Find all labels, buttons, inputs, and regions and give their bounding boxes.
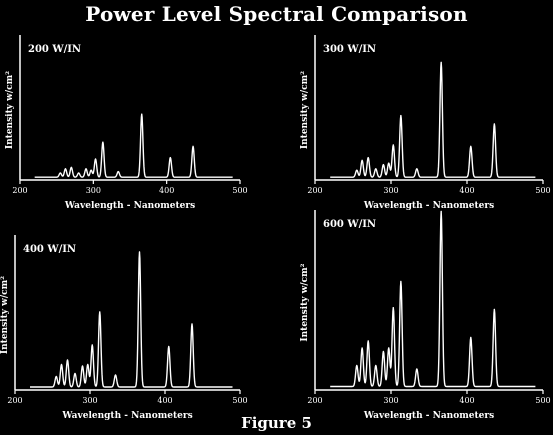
peak-point xyxy=(168,345,170,348)
peak-point xyxy=(192,145,194,147)
peak-point xyxy=(60,363,63,366)
x-tick-label: 200 xyxy=(7,396,22,405)
x-axis-label: Wavelength - Nanometers xyxy=(363,411,494,421)
peak-point xyxy=(388,347,390,349)
peak-point xyxy=(416,168,418,170)
panel-title: 400 W/IN xyxy=(23,244,76,255)
peak-point xyxy=(400,280,402,283)
peak-point xyxy=(493,308,495,311)
peak-point xyxy=(375,168,377,170)
peak-point xyxy=(90,169,92,171)
peak-point xyxy=(78,172,80,174)
x-tick-label: 300 xyxy=(82,396,97,405)
peak-point xyxy=(440,210,442,213)
peak-point xyxy=(59,172,61,174)
peak-point xyxy=(138,251,141,253)
peak-point xyxy=(361,347,363,349)
peak-point xyxy=(64,168,67,170)
peak-point xyxy=(382,350,384,353)
y-axis-label: Intensity w/cm² xyxy=(300,263,310,341)
peak-point xyxy=(470,336,472,339)
peak-point xyxy=(392,144,394,146)
x-tick-label: 400 xyxy=(157,396,172,405)
y-axis-label: Intensity w/cm² xyxy=(0,276,10,354)
peak-point xyxy=(493,123,495,125)
peak-point xyxy=(400,115,402,117)
peak-point xyxy=(367,156,369,159)
chart-panel-1: 200 300 400 500 200 W/IN Wavelength - Nanomet… xyxy=(5,35,248,211)
figure-title: Power Level Spectral Comparison xyxy=(85,2,468,26)
x-tick-label: 500 xyxy=(232,396,247,405)
x-axis-label: Wavelength - Nanometers xyxy=(363,201,494,211)
peak-point xyxy=(388,162,390,164)
spectrum-line xyxy=(29,251,233,388)
panel-title: 300 W/IN xyxy=(323,44,376,55)
panel-title: 200 W/IN xyxy=(28,44,81,55)
peak-point xyxy=(114,374,117,376)
x-tick-label: 400 xyxy=(459,186,474,195)
y-axis-label: Intensity w/cm² xyxy=(300,71,310,149)
peak-point xyxy=(85,168,87,170)
peak-point xyxy=(66,359,69,361)
peak-point xyxy=(87,363,89,366)
figure-caption: Figure 5 xyxy=(241,414,312,432)
x-tick-label: 200 xyxy=(307,396,322,405)
x-tick-label: 300 xyxy=(86,186,101,195)
peak-point xyxy=(117,171,119,173)
peak-point xyxy=(102,141,104,143)
x-tick-label: 300 xyxy=(383,396,398,405)
peak-point xyxy=(55,375,57,378)
chart-panel-2: 200 300 400 500 300 W/IN Wavelength - Nanomet… xyxy=(300,35,551,211)
peak-point xyxy=(81,365,84,367)
x-tick-label: 500 xyxy=(535,186,550,195)
peak-point xyxy=(356,169,358,171)
x-axis-label: Wavelength - Nanometers xyxy=(64,201,195,211)
peak-point xyxy=(91,344,93,346)
peak-point xyxy=(361,159,363,161)
x-tick-label: 200 xyxy=(12,186,27,195)
peak-point xyxy=(70,166,72,168)
x-tick-label: 500 xyxy=(535,396,550,405)
chart-panel-4: 200 300 400 500 600 W/IN Wavelength - Nanomet… xyxy=(300,210,551,421)
x-tick-label: 400 xyxy=(159,186,174,195)
spectrum-line xyxy=(329,61,536,178)
peak-point xyxy=(191,323,193,325)
panel-title: 600 W/IN xyxy=(323,219,376,230)
peak-point xyxy=(94,158,97,160)
x-axis-label: Wavelength - Nanometers xyxy=(61,411,192,421)
x-tick-label: 500 xyxy=(232,186,247,195)
x-tick-label: 200 xyxy=(307,186,322,195)
peak-point xyxy=(356,364,358,367)
peak-point xyxy=(99,311,101,313)
spectrum-line xyxy=(34,113,233,178)
peak-point xyxy=(375,364,377,367)
peak-point xyxy=(440,61,442,64)
peak-point xyxy=(392,307,394,309)
chart-panel-3: 200 300 400 500 400 W/IN Wavelength - Nanomet… xyxy=(0,235,248,421)
spectrum-line xyxy=(329,210,536,388)
peak-point xyxy=(74,372,76,375)
peak-point xyxy=(169,157,171,159)
peak-point xyxy=(416,368,418,370)
peak-point xyxy=(470,145,472,147)
peak-point xyxy=(367,340,369,342)
x-tick-label: 400 xyxy=(459,396,474,405)
y-axis-label: Intensity w/cm² xyxy=(5,71,15,149)
peak-point xyxy=(382,163,384,166)
x-tick-label: 300 xyxy=(383,186,398,195)
peak-point xyxy=(141,113,143,115)
